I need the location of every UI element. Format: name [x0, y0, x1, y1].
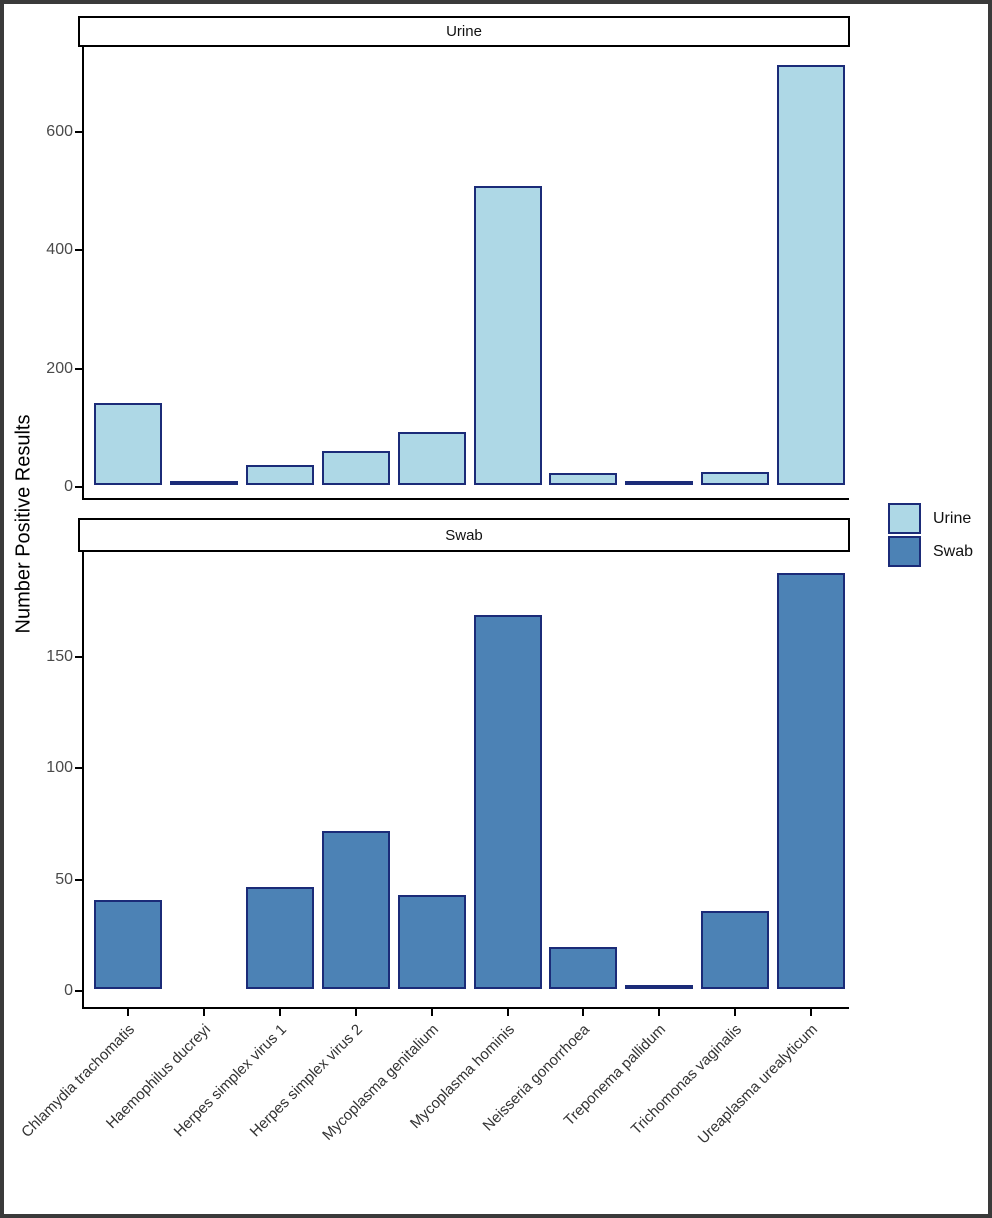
- bar-swab-mycoplasma-hominis: [473, 614, 542, 989]
- y-tick-label-swab-2: 100: [46, 759, 73, 777]
- y-tick-mark: [75, 878, 82, 881]
- legend-swatch-urine: [888, 503, 921, 534]
- facet-strip-swab: Swab: [78, 518, 850, 552]
- legend-label-swab: Swab: [933, 542, 974, 560]
- bar-swab-herpes-simplex-virus-2: [321, 830, 390, 989]
- x-tick-mark: [810, 1009, 813, 1016]
- bar-swab-neisseria-gonorrhoea: [549, 946, 618, 989]
- y-tick-label-urine-0: 0: [64, 478, 73, 495]
- panel-urine: 0 200 400 600: [46, 47, 849, 500]
- y-axis-title: Number Positive Results: [12, 414, 35, 634]
- legend-item-urine: Urine: [888, 503, 973, 534]
- bar-urine-trichomonas-vaginalis: [701, 471, 770, 485]
- y-tick-label-urine-2: 400: [46, 241, 73, 259]
- x-tick-mark: [127, 1009, 129, 1016]
- y-tick-mark: [75, 367, 82, 370]
- y-tick-label-urine-1: 200: [46, 359, 73, 377]
- y-tick-mark: [75, 767, 82, 770]
- bar-swab-herpes-simplex-virus-1: [245, 886, 314, 989]
- legend-swatch-swab: [888, 536, 921, 567]
- x-tick-mark: [658, 1009, 661, 1016]
- legend-label-urine: Urine: [933, 509, 972, 527]
- y-tick-label-swab-3: 150: [46, 647, 73, 665]
- legend: Urine Swab: [888, 503, 973, 567]
- x-tick-mark: [430, 1009, 433, 1016]
- facet-strip-swab-label: Swab: [445, 526, 483, 544]
- bar-urine-mycoplasma-genitalium: [397, 431, 466, 485]
- facet-strip-urine-label: Urine: [446, 23, 482, 40]
- x-tick-mark: [202, 1009, 205, 1016]
- bar-urine-herpes-simplex-virus-2: [321, 450, 390, 485]
- y-tick-mark: [75, 990, 82, 992]
- y-tick-label-swab-1: 50: [55, 870, 73, 888]
- y-tick-mark: [75, 486, 82, 488]
- x-tick-mark: [278, 1009, 281, 1016]
- panel-swab: 0 50 100 150: [46, 552, 849, 1016]
- bar-swab-mycoplasma-genitalium: [397, 895, 466, 989]
- bar-urine-haemophilus-ducreyi: [169, 481, 238, 485]
- legend-item-swab: Swab: [888, 536, 973, 567]
- x-tick-mark: [506, 1009, 509, 1016]
- y-tick-label-urine-3: 600: [46, 122, 73, 140]
- bar-urine-herpes-simplex-virus-1: [245, 465, 314, 485]
- y-tick-mark: [75, 249, 82, 252]
- bar-urine-treponema-pallidum: [625, 481, 694, 485]
- x-tick-mark: [734, 1009, 737, 1016]
- bar-urine-ureaplasma-urealyticum: [777, 64, 846, 485]
- facet-strip-urine: Urine: [78, 16, 850, 47]
- bar-swab-chlamydia-trachomatis: [94, 899, 162, 989]
- y-tick-mark: [75, 655, 82, 658]
- y-tick-mark: [75, 130, 82, 133]
- bar-swab-treponema-pallidum: [625, 984, 694, 989]
- bar-urine-neisseria-gonorrhoea: [549, 473, 618, 485]
- y-tick-label-swab-0: 0: [64, 982, 73, 999]
- x-tick-mark: [582, 1009, 585, 1016]
- bar-urine-chlamydia-trachomatis: [94, 403, 162, 485]
- bar-swab-ureaplasma-urealyticum: [777, 572, 846, 989]
- x-tick-mark: [354, 1009, 357, 1016]
- bar-urine-mycoplasma-hominis: [473, 186, 542, 485]
- bar-swab-trichomonas-vaginalis: [701, 911, 770, 989]
